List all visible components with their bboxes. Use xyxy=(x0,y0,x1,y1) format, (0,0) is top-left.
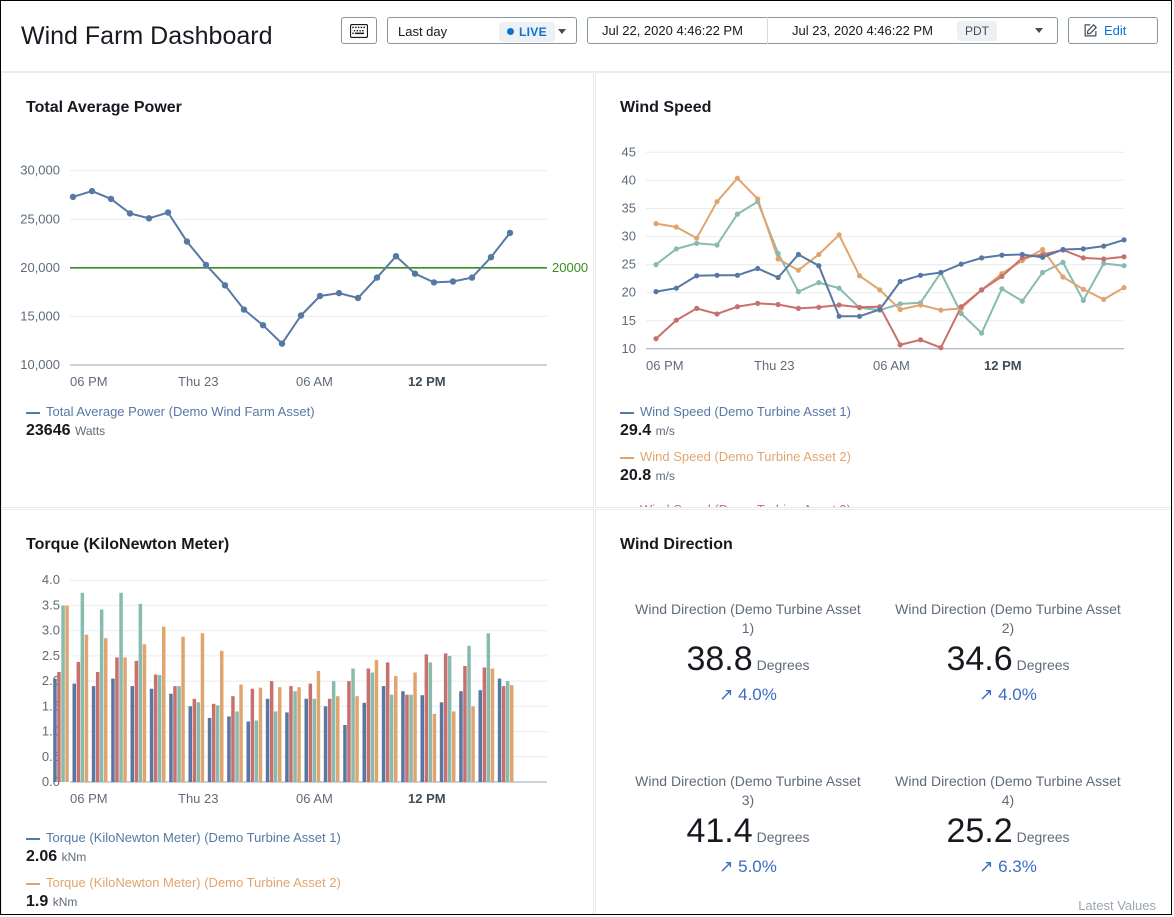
svg-text:35: 35 xyxy=(622,201,636,216)
svg-text:06 AM: 06 AM xyxy=(873,358,910,373)
svg-text:20: 20 xyxy=(622,285,636,300)
svg-text:06 AM: 06 AM xyxy=(296,374,333,389)
svg-text:06 PM: 06 PM xyxy=(70,374,108,389)
svg-text:30,000: 30,000 xyxy=(20,163,60,178)
svg-text:06 PM: 06 PM xyxy=(70,791,108,806)
svg-text:30: 30 xyxy=(622,229,636,244)
svg-text:25: 25 xyxy=(622,257,636,272)
svg-text:4.0: 4.0 xyxy=(42,572,60,587)
svg-text:45: 45 xyxy=(622,144,636,159)
svg-text:40: 40 xyxy=(622,172,636,187)
svg-text:12 PM: 12 PM xyxy=(408,374,446,389)
svg-text:20000: 20000 xyxy=(552,260,588,275)
svg-text:12 PM: 12 PM xyxy=(408,791,446,806)
svg-text:Thu 23: Thu 23 xyxy=(178,791,218,806)
svg-text:2.5: 2.5 xyxy=(42,648,60,663)
svg-text:06 PM: 06 PM xyxy=(646,358,684,373)
svg-text:15,000: 15,000 xyxy=(20,308,60,323)
svg-text:10: 10 xyxy=(622,341,636,356)
svg-text:Thu 23: Thu 23 xyxy=(754,358,794,373)
svg-text:3.5: 3.5 xyxy=(42,597,60,612)
svg-text:06 AM: 06 AM xyxy=(296,791,333,806)
svg-text:12 PM: 12 PM xyxy=(984,358,1022,373)
svg-text:10,000: 10,000 xyxy=(20,357,60,372)
svg-text:15: 15 xyxy=(622,313,636,328)
svg-text:20,000: 20,000 xyxy=(20,260,60,275)
svg-text:25,000: 25,000 xyxy=(20,211,60,226)
svg-text:Thu 23: Thu 23 xyxy=(178,374,218,389)
svg-text:3.0: 3.0 xyxy=(42,623,60,638)
